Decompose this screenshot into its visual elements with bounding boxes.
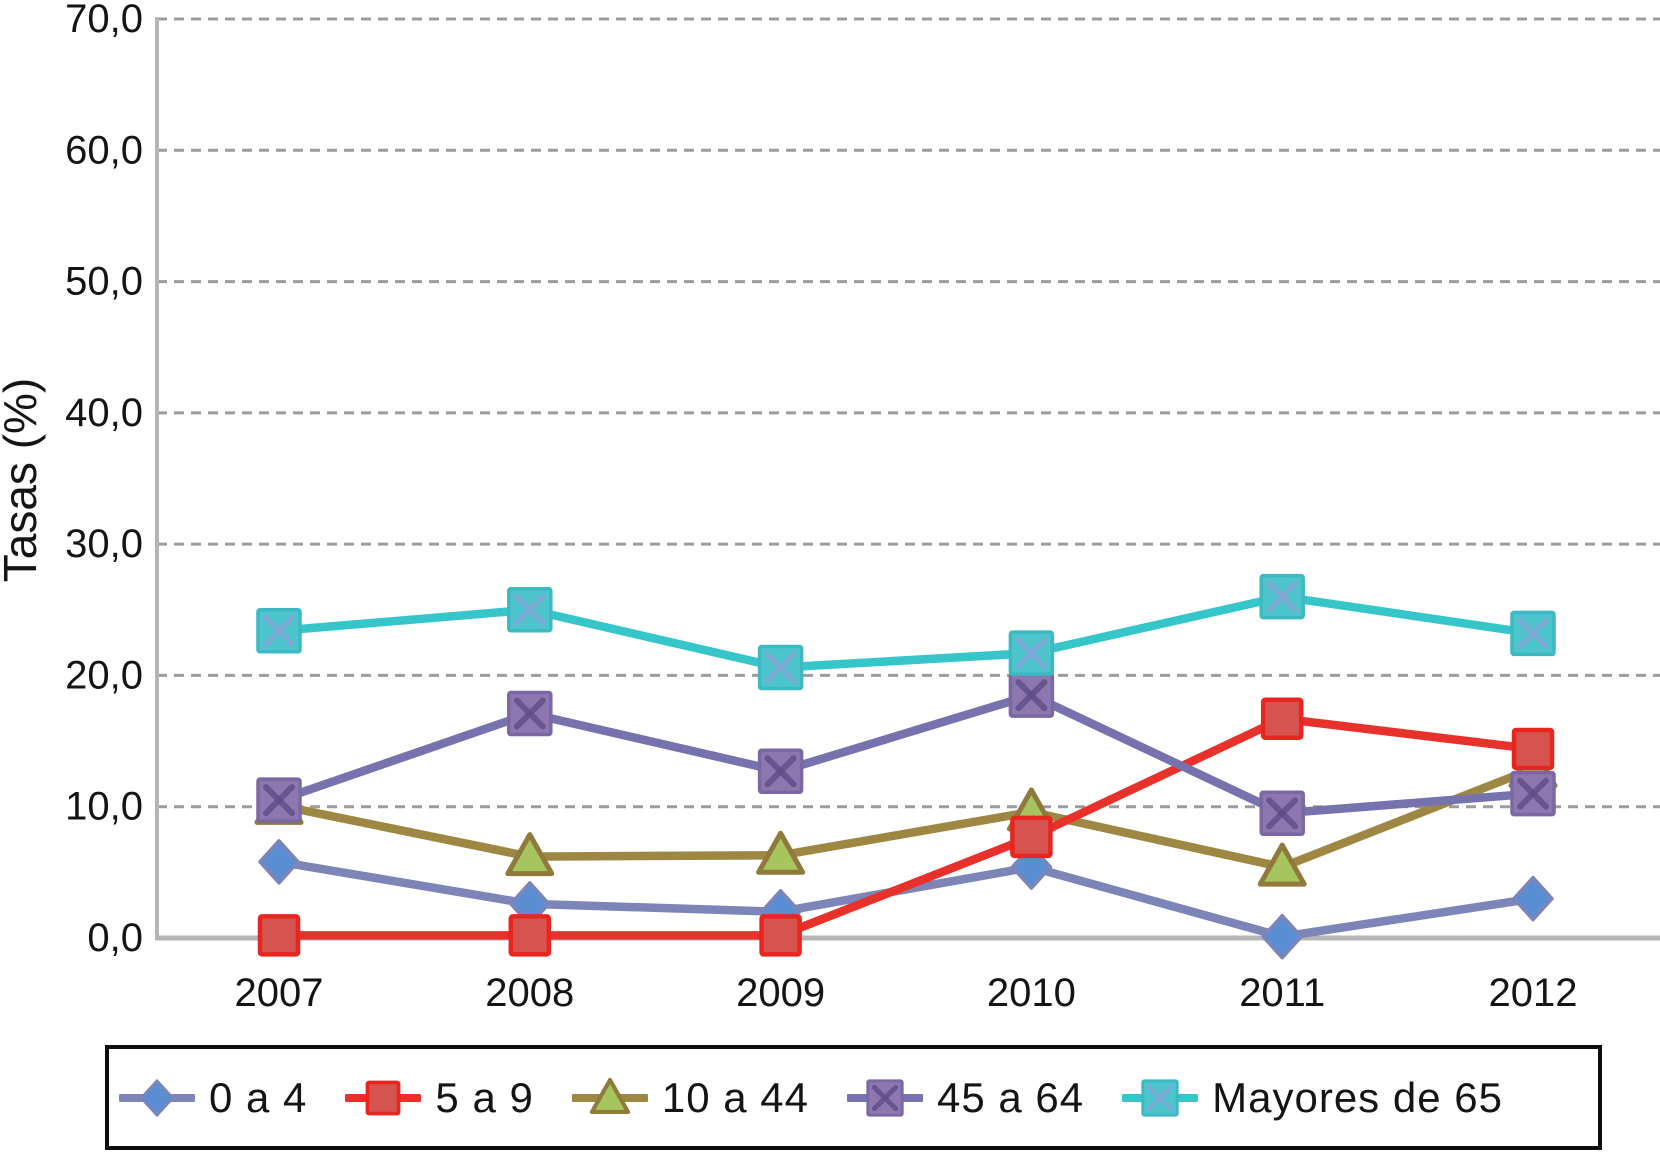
x-tick-label: 2009 (736, 971, 825, 1015)
legend-item-45-a-64: 45 a 64 (846, 1072, 1085, 1124)
square-marker (257, 914, 301, 957)
data-series (254, 573, 1558, 960)
triangle-legend-swatch (571, 1077, 648, 1114)
square-x-marker (757, 748, 804, 795)
triangle-marker (589, 1077, 630, 1114)
square-x-marker (1141, 1078, 1179, 1117)
y-tick-label: 70,0 (65, 0, 143, 41)
legend-label: 10 a 44 (661, 1073, 809, 1121)
square-x-marker (507, 690, 553, 737)
square-legend-swatch (345, 1080, 422, 1115)
triangle-marker (505, 832, 555, 877)
legend-item-10-a-44: 10 a 44 (571, 1072, 809, 1124)
square-x-marker (256, 608, 302, 654)
x-tick-label: 2010 (987, 971, 1076, 1015)
y-tick-label: 30,0 (65, 522, 143, 566)
legend-item-mayores-de-65: Mayores de 65 (1122, 1072, 1503, 1124)
legend-label: 5 a 9 (435, 1073, 534, 1121)
square-marker (1511, 727, 1555, 771)
triangle-marker (1257, 842, 1307, 887)
square-marker (759, 914, 802, 957)
diamond-marker (139, 1078, 175, 1117)
y-tick-label: 20,0 (65, 653, 143, 697)
legend-item-5-a-9: 5 a 9 (345, 1072, 533, 1124)
y-axis-tick-labels: 0,0 10,0 20,0 30,0 40,0 50,0 60,0 70,0 (65, 0, 143, 960)
legend-label: 0 a 4 (209, 1073, 308, 1121)
line-chart: 0,0 10,0 20,0 30,0 40,0 50,0 60,0 70,0 2007 2008… (0, 0, 1660, 1015)
x-tick-label: 2011 (1239, 971, 1325, 1015)
y-tick-label: 50,0 (65, 260, 143, 304)
square-x-marker (1008, 672, 1055, 718)
x-tick-label: 2008 (485, 971, 574, 1015)
square-marker (365, 1080, 401, 1115)
square-marker (508, 914, 552, 957)
diamond-marker (1261, 913, 1303, 960)
triangle-marker (756, 830, 806, 875)
square-x-marker (757, 644, 804, 691)
square-x-marker (866, 1078, 904, 1117)
x-tick-label: 2012 (1489, 971, 1578, 1015)
square-x-marker (1510, 610, 1556, 657)
y-tick-label: 40,0 (65, 391, 143, 435)
square-marker (1010, 815, 1053, 859)
gridlines (157, 17, 1660, 809)
x-axis-tick-labels: 2007 2008 2009 2010 2011 2012 (235, 971, 1578, 1015)
diamond-marker (258, 839, 300, 885)
legend-label: 45 a 64 (936, 1073, 1085, 1121)
square-x-legend-swatch (1122, 1078, 1199, 1117)
y-tick-label: 60,0 (65, 128, 143, 172)
square-x-marker (1510, 770, 1556, 817)
y-tick-label: 10,0 (65, 785, 143, 829)
square-x-legend-swatch (846, 1078, 923, 1117)
legend-label: Mayores de 65 (1212, 1073, 1503, 1121)
y-axis-title: Tasas (%) (0, 378, 46, 582)
legend: 0 a 4 5 a 9 10 a 44 45 a 64 Mayores de 65 (105, 1045, 1602, 1150)
square-x-marker (256, 777, 302, 823)
series-10-a-44 (254, 744, 1558, 887)
square-x-marker (1259, 573, 1305, 620)
diamond-legend-swatch (119, 1078, 195, 1117)
diamond-marker (1512, 875, 1554, 922)
legend-item-0-a-4: 0 a 4 (119, 1072, 307, 1124)
square-marker (1260, 697, 1304, 741)
x-tick-label: 2007 (235, 971, 324, 1015)
y-tick-label: 0,0 (87, 916, 143, 960)
series-mayores-de-65 (256, 573, 1556, 691)
square-x-marker (1008, 630, 1055, 676)
series-45-a-64 (256, 672, 1556, 837)
series-5-a-9 (257, 697, 1555, 957)
square-x-marker (507, 587, 553, 633)
square-x-marker (1259, 790, 1305, 837)
